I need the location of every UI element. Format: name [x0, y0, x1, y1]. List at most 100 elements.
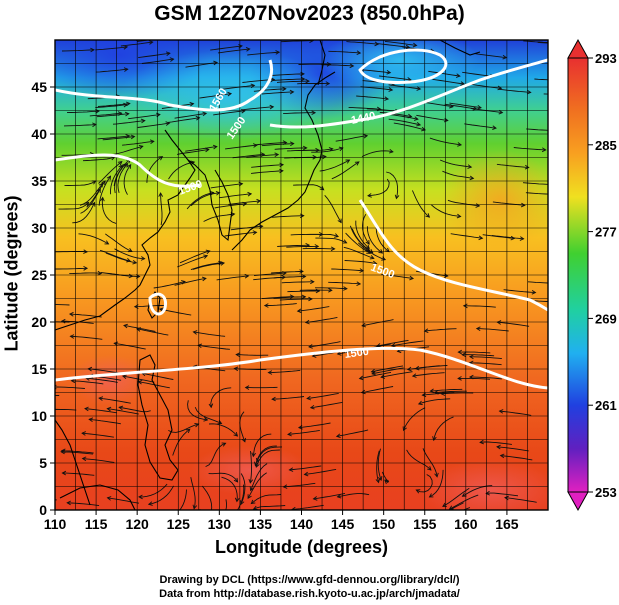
streamline [95, 68, 128, 73]
streamline-arrowhead [235, 352, 241, 357]
streamline [319, 159, 350, 172]
streamline [306, 233, 339, 238]
streamline-arrowhead [287, 431, 292, 437]
streamline [462, 354, 495, 357]
streamline-arrowhead [343, 286, 348, 291]
streamline [346, 41, 379, 45]
streamline [449, 494, 479, 510]
colorbar-tick-label: 261 [595, 398, 617, 413]
streamline [98, 175, 111, 206]
streamline [362, 213, 370, 245]
streamline [105, 233, 133, 252]
contour-1440 [269, 58, 548, 129]
streamline-arrowhead [91, 201, 96, 207]
streamline [160, 193, 163, 226]
streamline-arrowhead [342, 239, 348, 244]
streamline [72, 202, 96, 224]
streamline-arrowhead [84, 201, 90, 207]
credit-drawing: Drawing by DCL (https://www.gfd-dennou.o… [159, 574, 460, 586]
x-tick-label: 155 [413, 516, 437, 532]
streamline [250, 463, 268, 491]
streamline-arrowhead [83, 266, 89, 271]
streamline [377, 448, 382, 481]
streamline [208, 423, 238, 437]
streamline [201, 485, 213, 510]
streamline [190, 262, 223, 271]
streamline-arrowhead [425, 213, 431, 218]
streamline-arrowhead [251, 452, 256, 458]
streamline [192, 262, 225, 270]
streamline [62, 472, 95, 476]
streamline-arrowhead [95, 108, 100, 114]
streamline-arrowhead [38, 303, 42, 307]
streamline [287, 290, 320, 293]
streamline-arrowhead [194, 422, 200, 428]
streamline [486, 492, 519, 497]
streamline-arrowhead [208, 403, 214, 409]
streamline [185, 146, 217, 152]
streamline [412, 372, 445, 377]
streamline-arrowhead [282, 270, 287, 276]
streamline [80, 188, 101, 214]
coastline-kamchatka [439, 40, 481, 56]
streamline-arrowhead [260, 152, 266, 157]
streamline-arrowhead [227, 91, 233, 97]
streamline-arrowhead [311, 110, 317, 115]
streamline-arrowhead [369, 255, 375, 260]
streamline [315, 237, 347, 244]
x-axis-label: Longitude (degrees) [214, 537, 388, 557]
streamline-arrowhead [498, 409, 504, 414]
streamline-arrowhead [275, 50, 281, 55]
colorbar-bottom-arrow [567, 491, 589, 512]
y-axis-label: Latitude (degrees) [1, 195, 22, 352]
streamline [224, 231, 257, 237]
streamline [82, 156, 115, 162]
colorbar-top-arrow [567, 38, 589, 59]
streamline-arrowhead [349, 63, 355, 69]
streamline-arrowhead [406, 366, 412, 372]
contour-1560-north [55, 59, 274, 112]
streamline [463, 305, 496, 308]
streamline-arrowhead [189, 101, 195, 107]
streamline [298, 422, 331, 429]
streamline-arrowhead [124, 111, 130, 117]
streamline [89, 418, 121, 425]
streamline [458, 351, 491, 354]
streamline [344, 260, 377, 265]
y-tick-label: 20 [31, 314, 47, 330]
streamline-arrowhead [556, 281, 560, 285]
streamline [268, 369, 301, 374]
streamline [198, 344, 230, 350]
streamline-arrowhead [356, 50, 362, 56]
map-grid [55, 40, 548, 510]
streamline [179, 250, 210, 264]
streamline [386, 171, 399, 199]
streamline [498, 88, 531, 93]
streamline-arrowhead [310, 279, 315, 285]
streamline-arrowhead [289, 294, 295, 299]
streamline-arrowhead [375, 478, 381, 484]
y-tick-label: 25 [31, 267, 47, 283]
streamline [67, 502, 100, 507]
streamline-arrowhead [271, 396, 276, 402]
streamline-arrowhead [492, 125, 497, 131]
streamline [205, 442, 226, 468]
streamline [534, 300, 548, 303]
streamline [304, 468, 337, 475]
streamline [279, 298, 312, 301]
streamline [442, 487, 470, 507]
streamline [522, 182, 548, 185]
streamline [99, 397, 131, 404]
streamline-arrowhead [252, 230, 258, 235]
streamline-arrowhead [138, 144, 144, 150]
streamline [107, 408, 139, 415]
streamline-arrowhead [354, 161, 360, 166]
streamline [482, 234, 515, 239]
streamline-arrowhead [247, 494, 252, 500]
streamline [241, 106, 274, 111]
streamline-arrowhead [158, 192, 163, 197]
streamline-arrowhead [244, 385, 250, 390]
streamline [433, 416, 454, 441]
streamline [428, 70, 460, 77]
streamline [120, 41, 153, 47]
